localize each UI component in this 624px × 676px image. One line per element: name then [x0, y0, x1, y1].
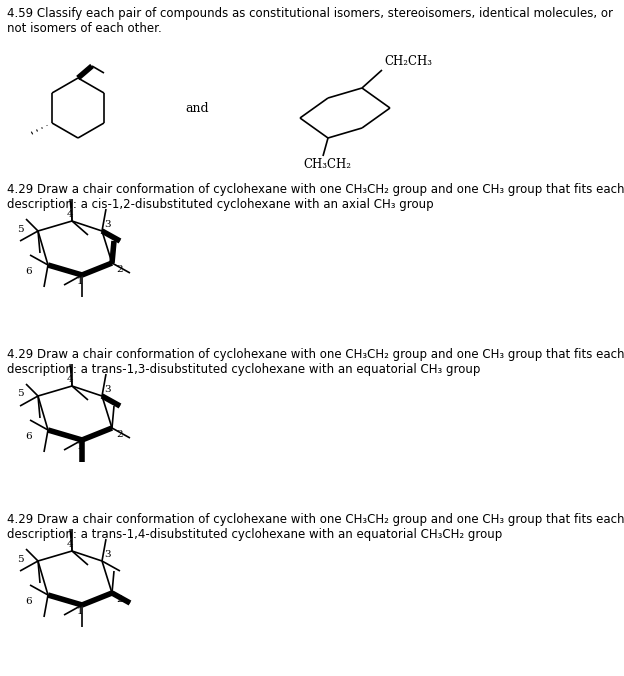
Text: 4: 4 [67, 210, 73, 219]
Text: 2: 2 [116, 265, 123, 274]
Text: 2: 2 [116, 595, 123, 604]
Text: CH₂CH₃: CH₂CH₃ [384, 55, 432, 68]
Text: and: and [185, 101, 208, 114]
Text: 1: 1 [77, 277, 84, 286]
Text: 5: 5 [17, 224, 24, 233]
Text: 4.29 Draw a chair conformation of cyclohexane with one CH₃CH₂ group and one CH₃ : 4.29 Draw a chair conformation of cycloh… [7, 513, 624, 541]
Text: 4.29 Draw a chair conformation of cyclohexane with one CH₃CH₂ group and one CH₃ : 4.29 Draw a chair conformation of cycloh… [7, 183, 624, 211]
Text: 5: 5 [17, 554, 24, 564]
Text: 4.29 Draw a chair conformation of cyclohexane with one CH₃CH₂ group and one CH₃ : 4.29 Draw a chair conformation of cycloh… [7, 348, 624, 376]
Text: 3: 3 [104, 385, 110, 394]
Text: CH₃CH₂: CH₃CH₂ [303, 158, 351, 171]
Text: 4.59 Classify each pair of compounds as constitutional isomers, stereoisomers, i: 4.59 Classify each pair of compounds as … [7, 7, 613, 35]
Text: 2: 2 [116, 430, 123, 439]
Text: 1: 1 [77, 607, 84, 616]
Text: 1: 1 [77, 442, 84, 451]
Text: 6: 6 [26, 267, 32, 276]
Text: 3: 3 [104, 220, 110, 229]
Text: 6: 6 [26, 597, 32, 606]
Text: 5: 5 [17, 389, 24, 398]
Text: 4: 4 [67, 375, 73, 384]
Text: 6: 6 [26, 432, 32, 441]
Text: 4: 4 [67, 540, 73, 549]
Text: 3: 3 [104, 550, 110, 559]
